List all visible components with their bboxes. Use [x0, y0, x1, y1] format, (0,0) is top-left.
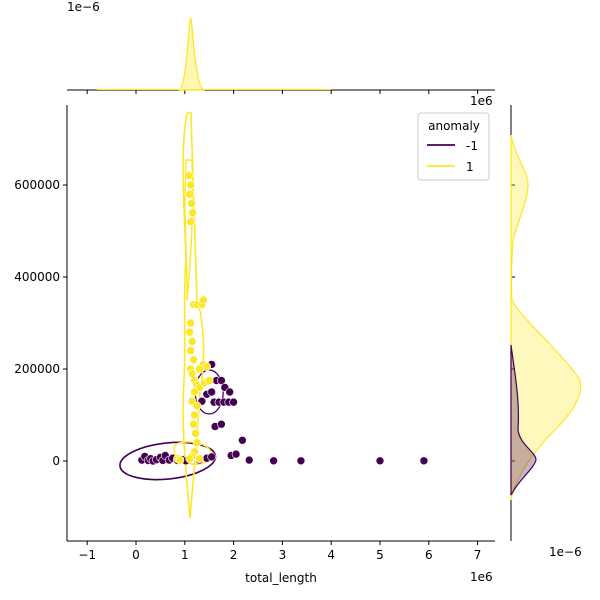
x-tick-label: 7 [474, 548, 482, 562]
right-marginal-kde-1 [510, 134, 582, 501]
x-tick-label: 5 [376, 548, 384, 562]
y-tick-label: 200000 [14, 362, 60, 376]
scatter-point-minus1 [207, 452, 216, 462]
y-tick-label: 0 [52, 454, 60, 468]
scatter-point-1 [186, 318, 195, 328]
scatter-point-minus1 [419, 456, 429, 466]
scatter-point-1 [186, 217, 195, 227]
main-plot-area [119, 112, 429, 519]
top-marginal-kde-1 [178, 17, 206, 91]
legend-title: anomaly [428, 119, 480, 133]
scatter-point-1 [187, 199, 196, 208]
scatter-point-minus1 [207, 387, 216, 397]
top-marginal-offset-label: 1e−6 [67, 0, 100, 14]
x-tick-label: −1 [78, 548, 96, 562]
legend-frame [417, 112, 490, 181]
x-tick-label: 6 [425, 548, 433, 562]
scatter-point-1 [192, 401, 202, 411]
scatter-point-minus1 [238, 435, 247, 445]
x-tick-label: 3 [279, 548, 287, 562]
scatter-point-1 [191, 429, 200, 438]
scatter-point-1 [199, 295, 208, 305]
scatter-point-1 [189, 419, 198, 429]
x-tick-label: 0 [132, 548, 140, 562]
scatter-point-1 [189, 355, 198, 365]
main-axes: −1 0 1 2 3 4 5 6 7 0 200000 400000 600000 [14, 105, 495, 562]
scatter-point-1 [185, 327, 194, 337]
x-tick-label: 1 [181, 548, 189, 562]
legend: anomaly -1 1 [417, 112, 490, 181]
scatter-point-minus1 [296, 456, 306, 466]
scatter-point-minus1 [217, 376, 226, 385]
legend-entry-1: 1 [466, 160, 474, 174]
scatter-point-minus1 [229, 397, 238, 407]
scatter-point-minus1 [375, 456, 385, 466]
scatter-point-1 [187, 337, 197, 346]
x-axis-label: total_length [245, 571, 317, 585]
right-marginal-plot [510, 105, 582, 541]
top-marginal-plot [67, 17, 495, 94]
scatter-point-1 [192, 438, 202, 447]
scatter-point-minus1 [269, 456, 278, 466]
y-tick-label: 400000 [14, 270, 60, 284]
scatter-point-1 [175, 455, 185, 465]
scatter-point-1 [190, 410, 199, 420]
scatter-point-1 [195, 364, 204, 374]
x-offset-label: 1e6 [470, 570, 493, 584]
x-tick-label: 4 [327, 548, 335, 562]
scatter-point-minus1 [225, 387, 234, 397]
right-marginal-offset-bottom-label: 1e−6 [549, 545, 582, 559]
scatter-point-1 [185, 189, 194, 199]
scatter-point-1 [202, 362, 212, 372]
right-marginal-offset-top-label: 1e6 [470, 94, 493, 108]
scatter-point-minus1 [244, 455, 254, 465]
scatter-point-1 [195, 454, 204, 464]
scatter-point-1 [190, 387, 199, 397]
legend-entry-minus1: -1 [466, 139, 478, 153]
x-tick-label: 2 [230, 548, 238, 562]
right-marginal-kde-minus1 [510, 344, 537, 496]
scatter-point-minus1 [231, 449, 241, 459]
scatter-point-1 [186, 180, 195, 190]
y-tick-label: 600000 [14, 178, 60, 192]
scatter-point-1 [186, 346, 195, 355]
scatter-point-1 [185, 454, 194, 464]
scatter-point-1 [188, 208, 197, 217]
scatter-point-1 [204, 376, 214, 385]
scatter-point-minus1 [217, 419, 226, 429]
scatter-point-1 [184, 171, 194, 181]
